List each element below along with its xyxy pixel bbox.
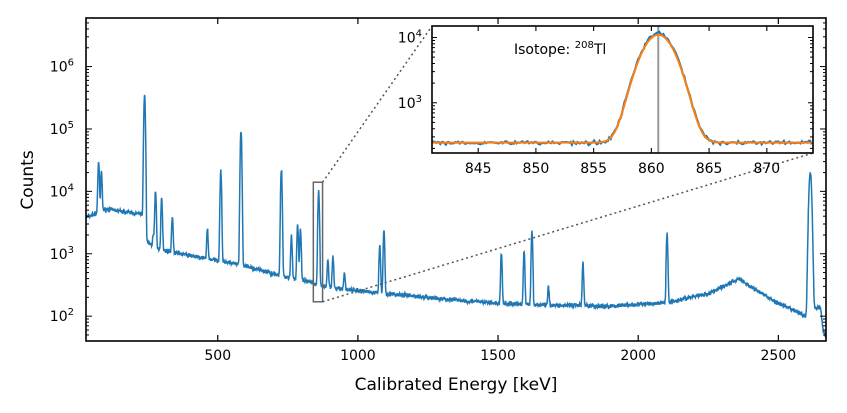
y-tick-label: 104 <box>50 182 74 200</box>
y-tick-label: 106 <box>50 58 74 76</box>
isotope-annotation-label: Isotope: <box>514 42 575 58</box>
x-tick-label: 1500 <box>480 348 516 364</box>
isotope-symbol: Tl <box>593 42 606 58</box>
inset-x-tick-label: 845 <box>465 161 492 177</box>
zoom-connector-top <box>321 25 433 183</box>
x-tick-label: 2000 <box>620 348 656 364</box>
inset-y-tick-label: 103 <box>398 94 422 112</box>
inset-x-ticks: 845 850 855 860 865 870 <box>465 26 780 177</box>
inset-x-tick-label: 870 <box>753 161 780 177</box>
inset-series-group <box>432 30 813 148</box>
spectrum-line <box>86 94 826 339</box>
main-plot: 500 1000 1500 2000 2500 102 103 104 105 106 Cali… <box>18 17 827 395</box>
inset-axes-frame <box>431 25 814 154</box>
inset-fit-series <box>432 33 812 144</box>
inset-x-tick-label: 865 <box>696 161 723 177</box>
zoom-region-box <box>312 181 324 303</box>
inset-plot: 845 850 855 860 865 870 103 104 Isotope: 208Tl <box>398 25 814 177</box>
inset-x-tick-label: 850 <box>523 161 550 177</box>
isotope-annotation: Isotope: 208Tl <box>514 40 606 58</box>
x-tick-label: 500 <box>204 348 231 364</box>
x-axis-label: Calibrated Energy [keV] <box>355 375 558 395</box>
inset-y-ticks: 103 104 <box>398 28 813 149</box>
main-y-ticks: 102 103 104 105 106 <box>50 17 826 342</box>
inset-background <box>432 26 813 153</box>
x-tick-label: 1000 <box>340 348 376 364</box>
zoom-connector-bottom <box>322 152 814 303</box>
y-axis-label: Counts <box>18 150 38 209</box>
isotope-mass-number: 208 <box>575 40 594 51</box>
y-tick-label: 102 <box>50 307 74 325</box>
inset-x-tick-label: 860 <box>638 161 665 177</box>
y-tick-label: 105 <box>50 120 74 138</box>
inset-x-tick-label: 855 <box>580 161 607 177</box>
inset-y-tick-label: 104 <box>398 28 422 46</box>
main-axes-frame <box>85 17 827 342</box>
x-tick-label: 2500 <box>761 348 797 364</box>
main-x-ticks: 500 1000 1500 2000 2500 <box>204 18 796 364</box>
y-tick-label: 103 <box>50 245 74 263</box>
main-spectrum-series <box>86 94 826 339</box>
